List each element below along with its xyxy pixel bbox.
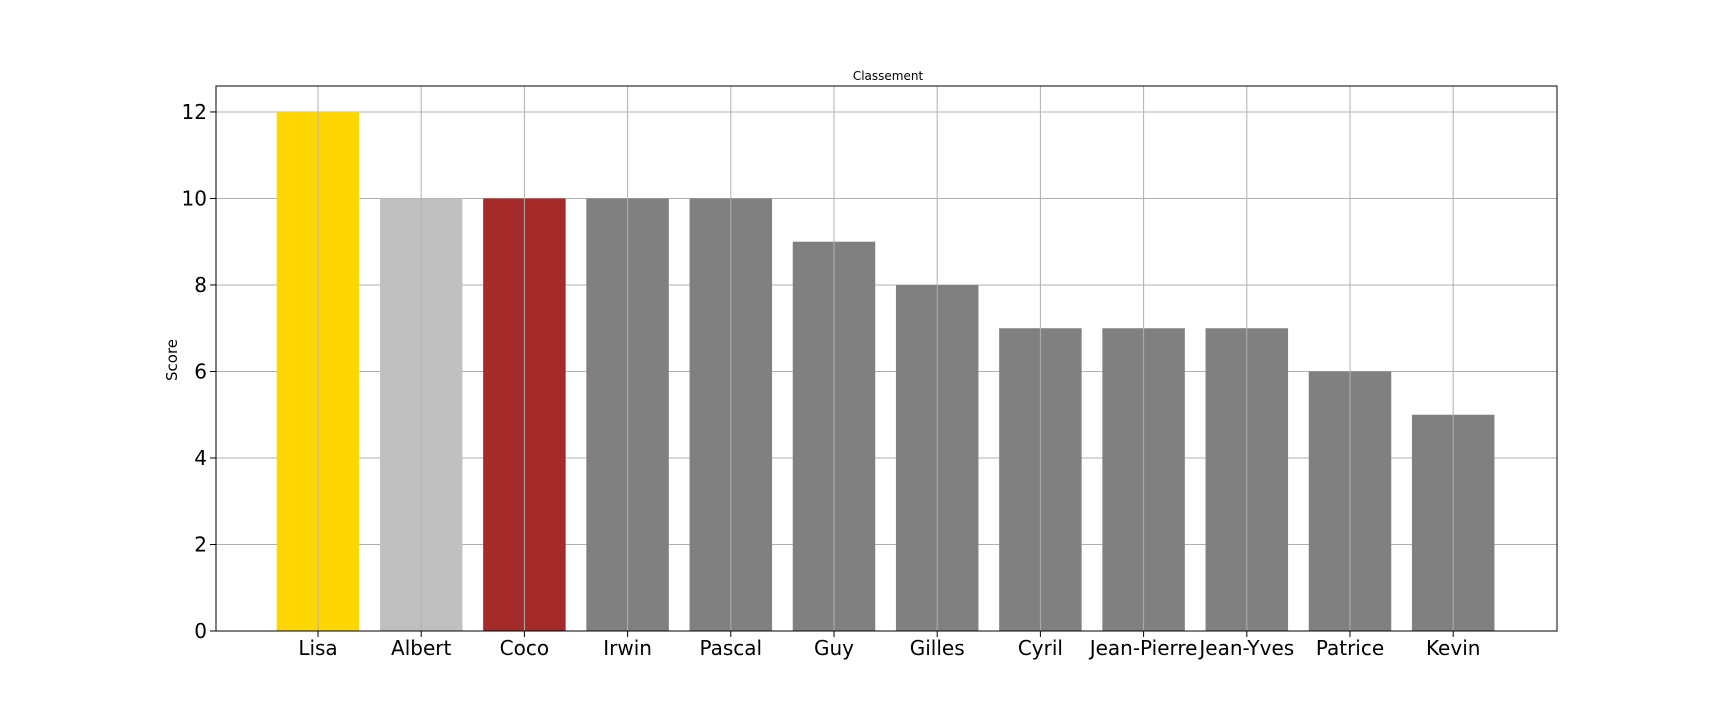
- axes: [215, 85, 1558, 632]
- y-tick-label: 4: [194, 446, 207, 470]
- x-tick-label: Albert: [391, 636, 451, 660]
- x-tick-label: Cyril: [1018, 636, 1063, 660]
- y-tick-label: 6: [194, 359, 207, 383]
- y-tick-label: 2: [194, 532, 207, 556]
- y-tick-label: 8: [194, 273, 207, 297]
- x-tick-label: Coco: [500, 636, 549, 660]
- plot-frame: [215, 85, 1558, 632]
- chart-title: Classement: [853, 69, 924, 83]
- x-tick-label: Gilles: [910, 636, 965, 660]
- x-tick-label: Kevin: [1426, 636, 1481, 660]
- y-axis-label: Score: [163, 339, 181, 381]
- x-tick-label: Irwin: [603, 636, 652, 660]
- y-tick-label: 12: [182, 100, 207, 124]
- x-tick-label: Pascal: [699, 636, 762, 660]
- y-ticks: 0 2 4 6 8 10 12: [182, 100, 216, 643]
- x-tick-label: Patrice: [1316, 636, 1384, 660]
- x-tick-label: Lisa: [298, 636, 337, 660]
- x-tick-label: Jean-Pierre: [1088, 636, 1198, 660]
- x-grid: [317, 86, 1454, 631]
- x-tick-label: Jean-Yves: [1197, 636, 1294, 660]
- x-tick-label: Guy: [814, 636, 854, 660]
- x-ticks: Lisa Albert Coco Irwin Pascal Guy Gilles Cyril J…: [298, 631, 1480, 660]
- y-tick-label: 0: [194, 619, 207, 643]
- y-tick-label: 10: [182, 186, 207, 210]
